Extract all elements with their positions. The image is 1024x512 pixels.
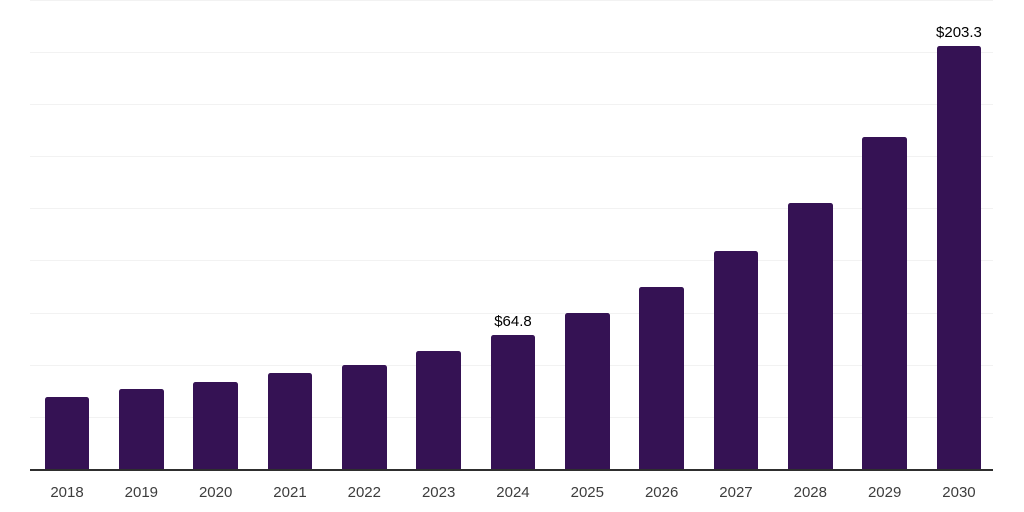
bar-2023	[416, 350, 461, 470]
plot-area: $64.8 $203.3	[30, 0, 993, 470]
x-axis-label-2018: 2018	[50, 484, 84, 501]
bar-2020	[193, 381, 238, 470]
gridline-75	[30, 312, 993, 314]
bar-2018	[44, 396, 90, 470]
x-axis-label-2029: 2029	[867, 484, 902, 501]
x-axis-label-2028: 2028	[793, 484, 827, 501]
gridline-150	[30, 156, 993, 158]
gridline-200	[30, 51, 993, 53]
bar-2030	[936, 45, 982, 470]
bar-2024	[490, 334, 536, 470]
gridline-125	[30, 208, 993, 210]
x-axis-label-2027: 2027	[719, 484, 753, 501]
bar-2021	[267, 373, 313, 470]
gridline-225	[30, 0, 993, 1]
bar-2029	[862, 136, 907, 470]
x-axis-label-2022: 2022	[347, 484, 381, 501]
gridline-100	[30, 260, 993, 262]
x-axis-label-2025: 2025	[570, 484, 604, 501]
bar-2025	[565, 313, 610, 470]
x-axis-label-2024: 2024	[496, 484, 530, 501]
bar-2019	[119, 389, 164, 470]
x-axis-label-2026: 2026	[644, 484, 679, 501]
bar-value-label-2030: $203.3	[936, 23, 982, 41]
bar-2022	[342, 365, 387, 470]
x-axis-label-2030: 2030	[942, 484, 976, 501]
x-axis-line	[30, 469, 993, 471]
x-axis-label-2023: 2023	[421, 484, 456, 501]
bar-2026	[639, 286, 684, 470]
bar-2027	[713, 251, 759, 470]
x-axis-label-2019: 2019	[124, 484, 159, 501]
x-axis-label-2020: 2020	[198, 484, 233, 501]
bar-value-label-2024: $64.8	[494, 312, 532, 330]
gridline-175	[30, 104, 993, 106]
bar-2028	[788, 202, 833, 470]
x-axis-label-2021: 2021	[273, 484, 307, 501]
